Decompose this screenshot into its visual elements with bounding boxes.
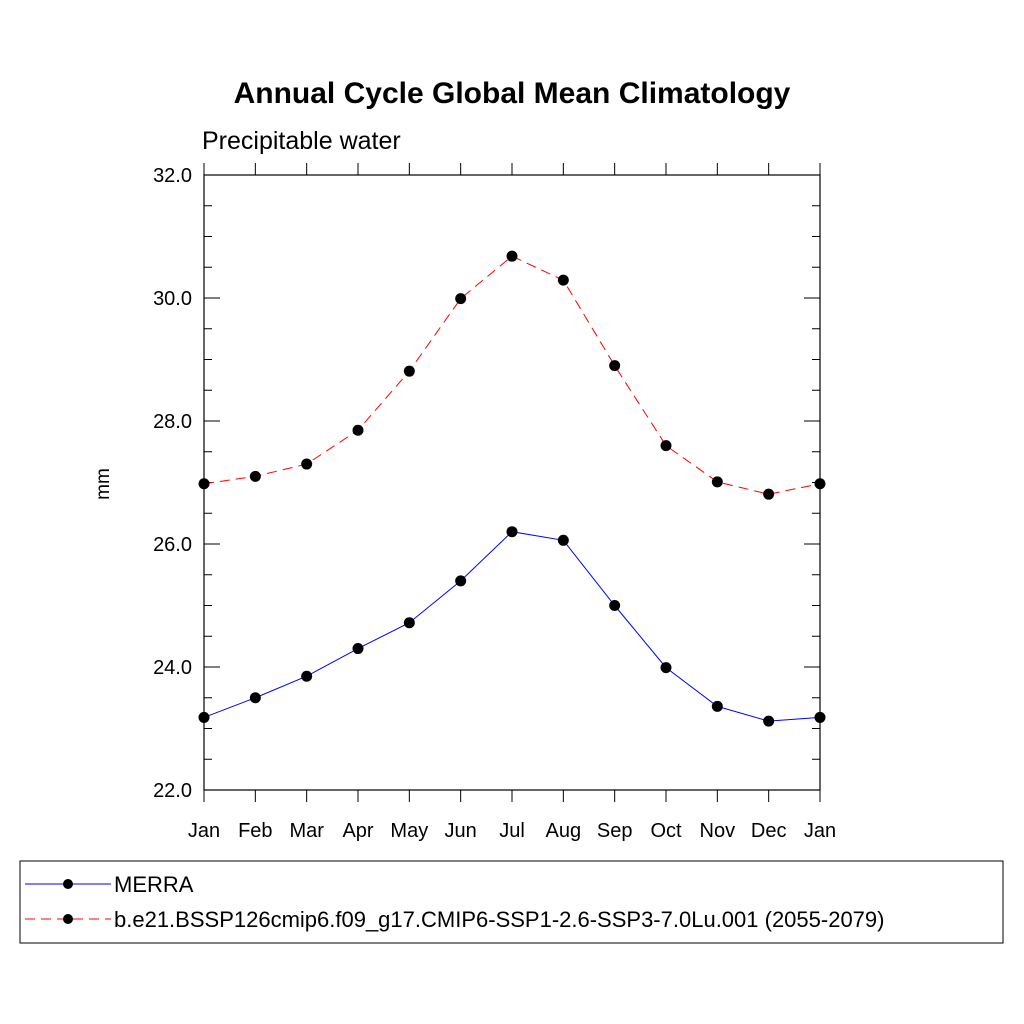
data-point-0	[249, 692, 261, 704]
x-tick-label: Jul	[499, 820, 525, 842]
data-point-1	[609, 360, 621, 372]
series-line-1	[203, 255, 821, 495]
legend-marker-model	[63, 914, 73, 924]
data-point-0	[506, 526, 518, 538]
legend-box	[19, 860, 1004, 944]
x-tick-label: Dec	[751, 820, 787, 842]
x-tick-label: Jan	[188, 820, 220, 842]
data-point-0	[352, 643, 364, 655]
axes: 22.0 24.0 26.0 28.0 30.0 32.0 Jan Feb Mar Apr May J…	[153, 163, 836, 842]
series-group	[198, 250, 826, 727]
data-point-1	[557, 274, 569, 286]
legend-label-model: b.e21.BSSP126cmip6.f09_g17.CMIP6-SSP1-2.…	[114, 907, 884, 932]
x-tick-label: Nov	[700, 820, 736, 842]
data-point-0	[763, 715, 775, 727]
chart-subtitle: Precipitable water	[202, 127, 401, 155]
y-tick-label: 24.0	[153, 657, 192, 679]
y-tick-label: 30.0	[153, 288, 192, 310]
data-point-0	[301, 670, 313, 682]
data-point-0	[609, 600, 621, 611]
x-tick-label: Mar	[289, 820, 324, 842]
data-point-0	[403, 617, 415, 629]
data-point-1	[711, 476, 723, 488]
data-point-1	[506, 250, 518, 262]
y-tick-label: 22.0	[153, 780, 192, 802]
data-point-1	[301, 458, 313, 470]
data-point-0	[455, 575, 467, 587]
data-point-0	[660, 662, 672, 674]
data-point-0	[557, 534, 569, 546]
data-point-1	[455, 293, 467, 305]
chart-title: Annual Cycle Global Mean Climatology	[234, 77, 791, 110]
legend-marker-merra	[63, 879, 73, 889]
y-axis-label: mm	[93, 468, 114, 500]
x-tick-label: Sep	[597, 820, 633, 842]
data-point-1	[660, 440, 672, 452]
y-tick-label: 32.0	[153, 165, 192, 187]
plot-frame	[203, 174, 821, 791]
y-tick-label: 28.0	[153, 411, 192, 433]
x-tick-label: May	[390, 820, 428, 842]
x-tick-label: Aug	[546, 820, 582, 842]
data-point-1	[403, 365, 415, 377]
x-tick-label: Apr	[342, 820, 373, 842]
x-tick-label: Jan	[804, 820, 836, 842]
data-point-0	[711, 700, 723, 712]
legend-label-merra: MERRA	[114, 872, 194, 897]
y-tick-label: 26.0	[153, 534, 192, 556]
series-line-0	[203, 531, 821, 722]
x-tick-label: Jun	[445, 820, 477, 842]
x-tick-label: Oct	[650, 820, 682, 842]
legend: MERRA b.e21.BSSP126cmip6.f09_g17.CMIP6-S…	[19, 860, 1004, 944]
data-point-1	[763, 488, 775, 500]
data-point-1	[249, 470, 261, 482]
data-point-1	[352, 424, 364, 436]
x-tick-label: Feb	[238, 820, 272, 842]
